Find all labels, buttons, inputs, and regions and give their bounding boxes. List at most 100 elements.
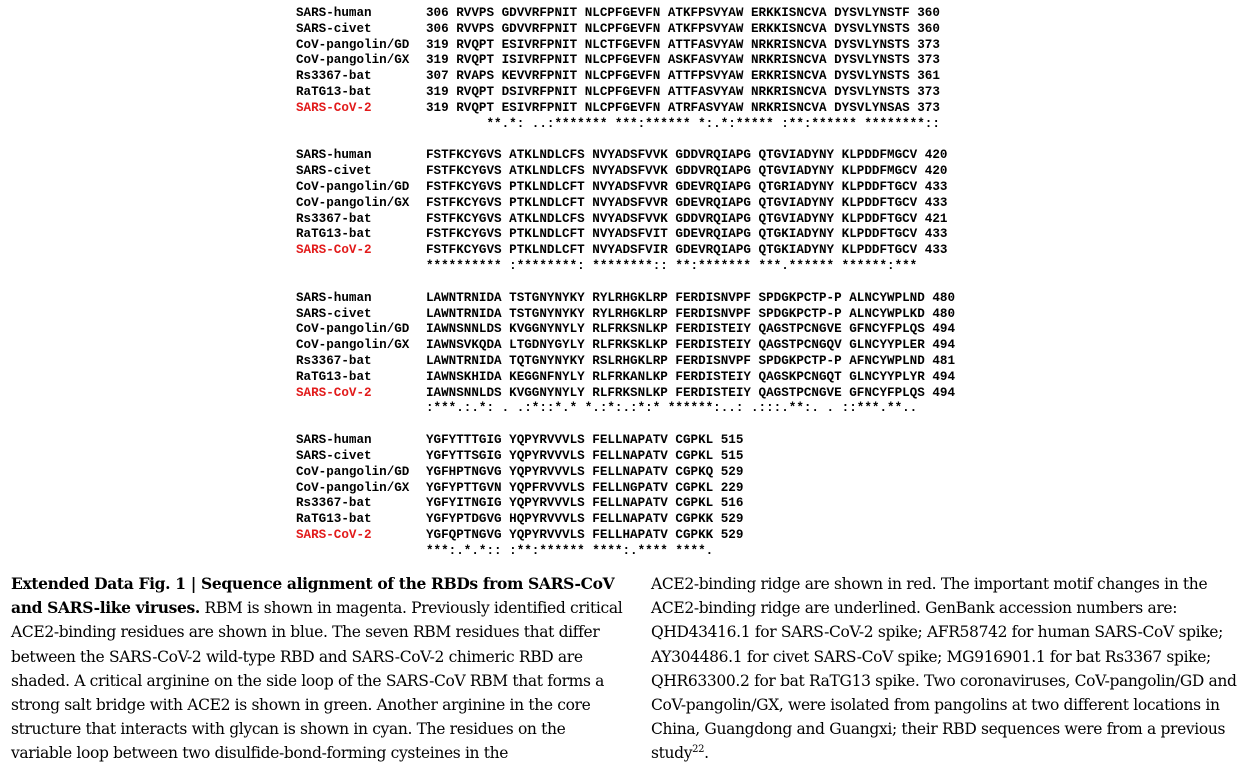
- alignment-row: SARS-CoV-2 FSTFKCYGVS PTKLNDLCFT NVYADSFV…: [296, 243, 955, 259]
- alignment-row: RaTG13-bat FSTFKCYGVS PTKLNDLCFT NVYADSFV…: [296, 227, 955, 243]
- sequence: FSTFKCYGVS PTKLNDLCFT NVYADSFVVR GDEVRQI…: [426, 195, 948, 210]
- alignment-row: SARS-human 306 RVVPS GDVVRFPNIT NLCPFGEVF…: [296, 6, 955, 22]
- consensus-line: ***:.*.*:: :**:****** ****:.**** ****.: [426, 543, 714, 558]
- alignment-row: SARS-civet LAWNTRNIDA TSTGNYNYKY RYLRHGKL…: [296, 307, 955, 323]
- sequence: YGFYTTSGIG YQPYRVVVLS FELLNAPATV CGPKL 5…: [426, 448, 744, 463]
- figure-caption-right: ACE2-binding ridge are shown in red. The…: [651, 572, 1247, 766]
- alignment-row: RaTG13-bat YGFYPTDGVG HQPYRVVVLS FELLNAPA…: [296, 512, 955, 528]
- species-name: SARS-CoV-2: [296, 385, 372, 400]
- species-name: SARS-civet: [296, 164, 372, 179]
- sequence: FSTFKCYGVS PTKLNDLCFT NVYADSFVIR GDEVRQI…: [426, 243, 948, 258]
- sequence: LAWNTRNIDA TSTGNYNYKY RYLRHGKLRP FERDISN…: [426, 306, 956, 321]
- alignment-row: SARS-CoV-2 YGFQPTNGVG YQPYRVVVLS FELLHAPA…: [296, 528, 955, 544]
- species-name: SARS-CoV-2: [296, 527, 372, 542]
- species-name: CoV-pangolin/GX: [296, 480, 410, 495]
- species-name: Rs3367-bat: [296, 496, 372, 511]
- species-name: SARS-human: [296, 433, 372, 448]
- caption-body: RBM is shown in magenta. Previously iden…: [11, 599, 623, 763]
- species-name: CoV-pangolin/GD: [296, 464, 410, 479]
- sequence: 319 RVQPT ISIVRFPNIT NLCPFGEVFN ASKFASVY…: [426, 53, 940, 68]
- sequence: FSTFKCYGVS PTKLNDLCFT NVYADSFVIT GDEVRQI…: [426, 227, 948, 242]
- sequence: YGFHPTNGVG YQPYRVVVLS FELLNAPATV CGPKQ 5…: [426, 464, 744, 479]
- sequence-alignment: SARS-human 306 RVVPS GDVVRFPNIT NLCPFGEVF…: [296, 6, 955, 576]
- alignment-row: RaTG13-bat IAWNSKHIDA KEGGNFNYLY RLFRKANL…: [296, 370, 955, 386]
- species-name: RaTG13-bat: [296, 227, 372, 242]
- sequence: IAWNSNNLDS KVGGNYNYLY RLFRKSNLKP FERDIST…: [426, 385, 956, 400]
- species-name: RaTG13-bat: [296, 84, 372, 99]
- sequence: IAWNSKHIDA KEGGNFNYLY RLFRKANLKP FERDIST…: [426, 369, 956, 384]
- alignment-row: Rs3367-bat YGFYITNGIG YQPYRVVVLS FELLNAPA…: [296, 496, 955, 512]
- alignment-row: SARS-human YGFYTTTGIG YQPYRVVVLS FELLNAPA…: [296, 433, 955, 449]
- sequence: LAWNTRNIDA TSTGNYNYKY RYLRHGKLRP FERDISN…: [426, 290, 956, 305]
- species-name: SARS-civet: [296, 448, 372, 463]
- species-name: CoV-pangolin/GD: [296, 322, 410, 337]
- alignment-block-1: SARS-human 306 RVVPS GDVVRFPNIT NLCPFGEVF…: [296, 6, 955, 132]
- alignment-row: SARS-human FSTFKCYGVS ATKLNDLCFS NVYADSFV…: [296, 148, 955, 164]
- species-name: CoV-pangolin/GX: [296, 338, 410, 353]
- alignment-block-4: SARS-human YGFYTTTGIG YQPYRVVVLS FELLNAPA…: [296, 433, 955, 559]
- consensus-line: :***.:.*: . .:*::*.* *.:*:.:*:* ******:.…: [426, 401, 918, 416]
- species-name: CoV-pangolin/GX: [296, 195, 410, 210]
- alignment-row: SARS-human LAWNTRNIDA TSTGNYNYKY RYLRHGKL…: [296, 291, 955, 307]
- sequence: 307 RVAPS KEVVRFPNIT NLCPFGEVFN ATTFPSVY…: [426, 69, 940, 84]
- species-name: SARS-civet: [296, 21, 372, 36]
- sequence: FSTFKCYGVS PTKLNDLCFT NVYADSFVVR GDEVRQI…: [426, 179, 948, 194]
- caption-body-continued: ACE2-binding ridge are shown in red. The…: [651, 575, 1237, 763]
- alignment-row: SARS-civet 306 RVVPS GDVVRFPNIT NLCPFGEVF…: [296, 22, 955, 38]
- species-name: SARS-CoV-2: [296, 243, 372, 258]
- sequence: YGFYTTTGIG YQPYRVVVLS FELLNAPATV CGPKL 5…: [426, 433, 744, 448]
- species-name: SARS-human: [296, 6, 372, 20]
- sequence: FSTFKCYGVS ATKLNDLCFS NVYADSFVVK GDDVRQI…: [426, 164, 948, 179]
- species-name: SARS-civet: [296, 306, 372, 321]
- species-name: SARS-human: [296, 290, 372, 305]
- species-name: Rs3367-bat: [296, 69, 372, 84]
- alignment-row: CoV-pangolin/GX 319 RVQPT ISIVRFPNIT NLCP…: [296, 53, 955, 69]
- alignment-row: SARS-CoV-2 IAWNSNNLDS KVGGNYNYLY RLFRKSNL…: [296, 386, 955, 402]
- alignment-row: SARS-CoV-2 319 RVQPT ESIVRFPNIT NLCPFGEVF…: [296, 101, 955, 117]
- alignment-block-3: SARS-human LAWNTRNIDA TSTGNYNYKY RYLRHGKL…: [296, 291, 955, 417]
- sequence: 319 RVQPT ESIVRFPNIT NLCTFGEVFN ATTFASVY…: [426, 37, 940, 52]
- sequence: YGFYPTTGVN YQPFRVVVLS FELLNGPATV CGPKL 2…: [426, 480, 744, 495]
- sequence: LAWNTRNIDA TQTGNYNYKY RSLRHGKLRP FERDISN…: [426, 353, 956, 368]
- species-name: Rs3367-bat: [296, 211, 372, 226]
- alignment-row: Rs3367-bat FSTFKCYGVS ATKLNDLCFS NVYADSFV…: [296, 212, 955, 228]
- species-name: RaTG13-bat: [296, 512, 372, 527]
- sequence: FSTFKCYGVS ATKLNDLCFS NVYADSFVVK GDDVRQI…: [426, 211, 948, 226]
- alignment-row: CoV-pangolin/GX FSTFKCYGVS PTKLNDLCFT NVY…: [296, 196, 955, 212]
- alignment-row: CoV-pangolin/GD 319 RVQPT ESIVRFPNIT NLCT…: [296, 38, 955, 54]
- caption-end: .: [704, 744, 709, 763]
- alignment-row: SARS-civet YGFYTTSGIG YQPYRVVVLS FELLNAPA…: [296, 449, 955, 465]
- sequence: 306 RVVPS GDVVRFPNIT NLCPFGEVFN ATKFPSVY…: [426, 21, 940, 36]
- alignment-row: Rs3367-bat LAWNTRNIDA TQTGNYNYKY RSLRHGKL…: [296, 354, 955, 370]
- sequence: 306 RVVPS GDVVRFPNIT NLCPFGEVFN ATKFPSVY…: [426, 6, 940, 20]
- species-name: SARS-human: [296, 148, 372, 163]
- consensus-line: ********** :********: ********:: **:****…: [426, 258, 918, 273]
- alignment-block-2: SARS-human FSTFKCYGVS ATKLNDLCFS NVYADSFV…: [296, 148, 955, 274]
- consensus-line: **.*: ..:******* ***:****** *:.*:***** :…: [426, 116, 940, 131]
- sequence: YGFYPTDGVG HQPYRVVVLS FELLNAPATV CGPKK 5…: [426, 512, 744, 527]
- sequence: FSTFKCYGVS ATKLNDLCFS NVYADSFVVK GDDVRQI…: [426, 148, 948, 163]
- sequence: 319 RVQPT ESIVRFPNIT NLCPFGEVFN ATRFASVY…: [426, 100, 940, 115]
- alignment-row: RaTG13-bat 319 RVQPT DSIVRFPNIT NLCPFGEVF…: [296, 85, 955, 101]
- alignment-row: CoV-pangolin/GD IAWNSNNLDS KVGGNYNYLY RLF…: [296, 322, 955, 338]
- alignment-row: SARS-civet FSTFKCYGVS ATKLNDLCFS NVYADSFV…: [296, 164, 955, 180]
- sequence: IAWNSNNLDS KVGGNYNYLY RLFRKSNLKP FERDIST…: [426, 322, 956, 337]
- species-name: SARS-CoV-2: [296, 100, 372, 115]
- alignment-row: CoV-pangolin/GD FSTFKCYGVS PTKLNDLCFT NVY…: [296, 180, 955, 196]
- figure-caption-left: Extended Data Fig. 1 | Sequence alignmen…: [11, 572, 626, 766]
- alignment-row: CoV-pangolin/GX YGFYPTTGVN YQPFRVVVLS FEL…: [296, 481, 955, 497]
- species-name: CoV-pangolin/GX: [296, 53, 410, 68]
- alignment-row: Rs3367-bat 307 RVAPS KEVVRFPNIT NLCPFGEVF…: [296, 69, 955, 85]
- alignment-row: CoV-pangolin/GD YGFHPTNGVG YQPYRVVVLS FEL…: [296, 465, 955, 481]
- sequence: YGFYITNGIG YQPYRVVVLS FELLNAPATV CGPKL 5…: [426, 496, 744, 511]
- species-name: Rs3367-bat: [296, 353, 372, 368]
- sequence: 319 RVQPT DSIVRFPNIT NLCPFGEVFN ATTFASVY…: [426, 84, 940, 99]
- sequence: IAWNSVKQDA LTGDNYGYLY RLFRKSKLKP FERDIST…: [426, 338, 956, 353]
- caption-title: Extended Data Fig. 1 | Sequence alignmen…: [11, 574, 615, 618]
- reference-number: 22: [692, 744, 705, 756]
- alignment-row: CoV-pangolin/GX IAWNSVKQDA LTGDNYGYLY RLF…: [296, 338, 955, 354]
- species-name: RaTG13-bat: [296, 369, 372, 384]
- sequence: YGFQPTNGVG YQPYRVVVLS FELLHAPATV CGPKK 5…: [426, 527, 744, 542]
- species-name: CoV-pangolin/GD: [296, 179, 410, 194]
- species-name: CoV-pangolin/GD: [296, 37, 410, 52]
